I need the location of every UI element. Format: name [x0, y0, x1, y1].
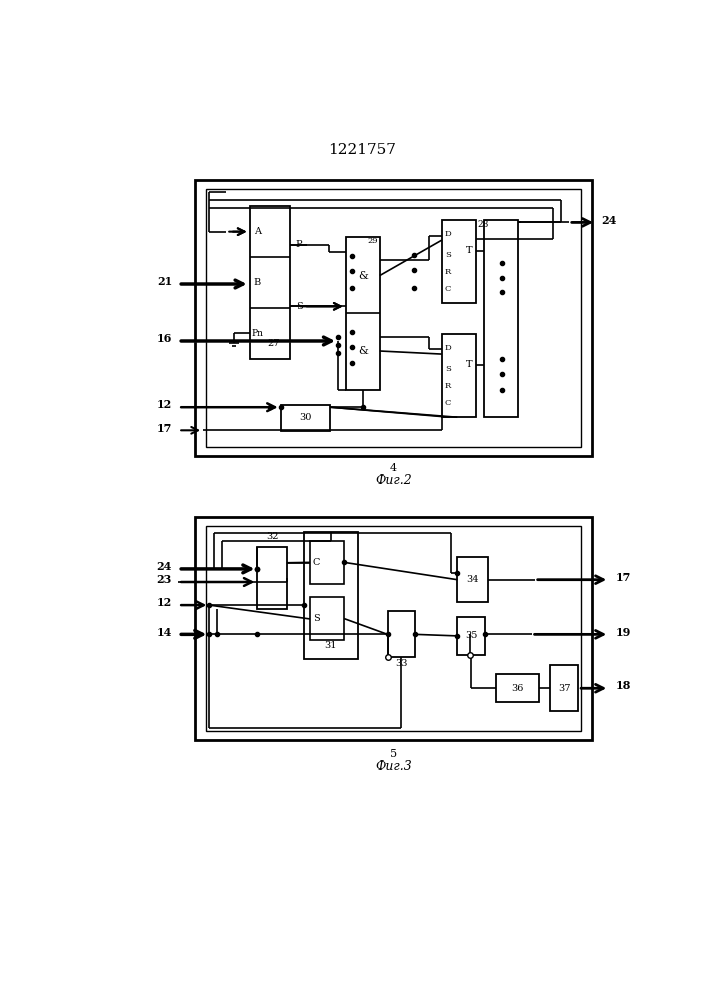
Text: 5: 5	[390, 749, 397, 759]
Bar	[250, 206, 290, 359]
Text: 17: 17	[157, 422, 172, 434]
Text: 21: 21	[157, 276, 172, 287]
Text: D: D	[445, 230, 451, 238]
Text: 30: 30	[299, 413, 312, 422]
Text: 29: 29	[368, 237, 378, 245]
Text: 27: 27	[267, 339, 280, 348]
Text: R: R	[445, 382, 451, 390]
Bar	[206, 526, 581, 731]
Bar	[304, 532, 358, 659]
Text: C: C	[445, 399, 451, 407]
Bar	[195, 180, 592, 456]
Text: 34: 34	[467, 575, 479, 584]
Text: 18: 18	[615, 680, 631, 691]
Bar	[457, 617, 485, 655]
Text: &: &	[358, 346, 368, 356]
Bar	[387, 611, 416, 657]
Bar	[484, 220, 518, 417]
Text: 1221757: 1221757	[328, 143, 396, 157]
Text: Фиг.3: Фиг.3	[375, 760, 412, 773]
Bar	[442, 334, 476, 417]
Text: 24: 24	[157, 561, 172, 572]
Text: 14: 14	[157, 627, 172, 638]
Text: S: S	[445, 365, 451, 373]
Text: 17: 17	[615, 572, 631, 583]
Text: &: &	[358, 271, 368, 281]
Text: T: T	[467, 246, 473, 255]
Text: 12: 12	[157, 399, 172, 410]
Text: 24: 24	[602, 215, 617, 226]
Text: S: S	[313, 614, 320, 623]
Text: R: R	[445, 268, 451, 276]
Text: 4: 4	[390, 463, 397, 473]
Text: C: C	[312, 558, 320, 567]
Text: 32: 32	[266, 532, 279, 541]
Bar	[457, 557, 489, 602]
Text: 23: 23	[157, 574, 172, 585]
Bar	[281, 405, 330, 431]
Text: 31: 31	[325, 641, 337, 650]
Text: 35: 35	[465, 631, 477, 640]
Text: C: C	[445, 285, 451, 293]
Bar	[346, 237, 380, 389]
Text: Фиг.2: Фиг.2	[375, 474, 412, 487]
Bar	[310, 541, 344, 584]
Text: S: S	[445, 251, 451, 259]
Text: A: A	[254, 227, 261, 236]
Bar	[195, 517, 592, 740]
Bar	[206, 189, 581, 447]
Text: D: D	[445, 344, 451, 352]
Text: T: T	[467, 360, 473, 369]
Text: 16: 16	[157, 333, 172, 344]
Text: 28: 28	[477, 220, 489, 229]
Text: 33: 33	[395, 659, 408, 668]
Text: 36: 36	[512, 684, 524, 693]
Text: S: S	[296, 302, 303, 311]
Text: B: B	[254, 278, 261, 287]
Text: 12: 12	[157, 597, 172, 608]
Text: 19: 19	[615, 627, 631, 638]
Text: Pn: Pn	[251, 329, 263, 338]
Bar	[310, 597, 344, 640]
Text: P: P	[296, 240, 303, 249]
Bar	[442, 220, 476, 303]
Bar	[550, 665, 578, 711]
Bar	[496, 674, 539, 702]
Bar	[257, 547, 287, 609]
Text: 37: 37	[558, 684, 571, 693]
